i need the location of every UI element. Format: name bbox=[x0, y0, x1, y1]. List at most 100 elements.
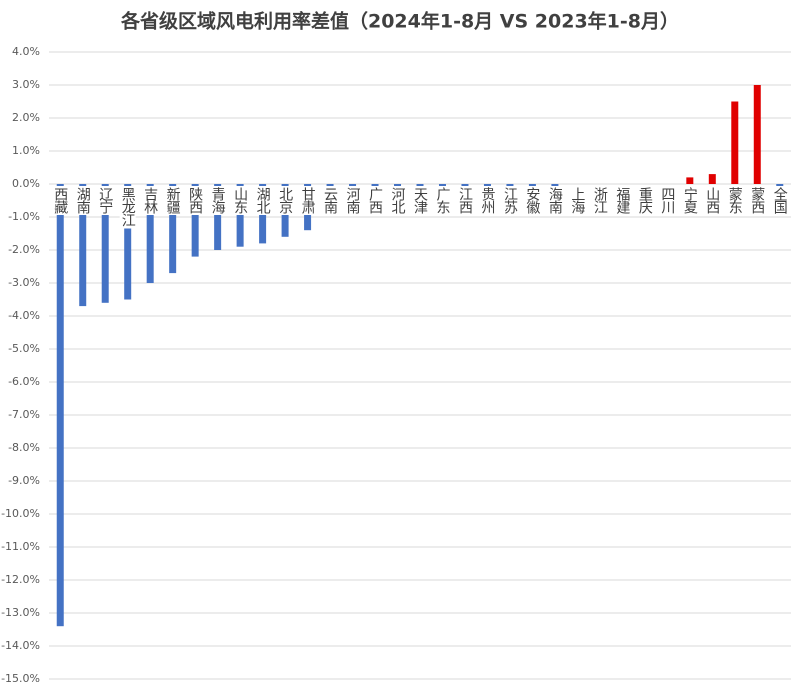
label-background bbox=[277, 186, 294, 215]
x-tick-label: 山东 bbox=[232, 187, 248, 214]
label-background bbox=[659, 186, 676, 215]
y-tick-label: -13.0% bbox=[1, 606, 40, 619]
y-tick-label: -9.0% bbox=[8, 474, 40, 487]
x-tick-label: 宁夏 bbox=[682, 186, 698, 214]
y-tick-label: 1.0% bbox=[12, 144, 40, 157]
bar bbox=[191, 184, 199, 257]
label-background bbox=[726, 186, 743, 215]
bar bbox=[236, 184, 244, 247]
x-tick-label: 黑龙江 bbox=[120, 187, 136, 227]
bar bbox=[124, 184, 132, 300]
x-tick-label: 河北 bbox=[390, 187, 406, 215]
label-background bbox=[209, 186, 226, 215]
x-tick-label: 江苏 bbox=[502, 187, 518, 215]
x-tick-label: 广东 bbox=[434, 187, 450, 214]
bar bbox=[686, 177, 694, 184]
label-background bbox=[74, 186, 91, 215]
x-tick-label: 辽宁 bbox=[97, 187, 113, 214]
label-background bbox=[681, 186, 698, 215]
x-tick-label: 河南 bbox=[345, 187, 361, 214]
y-tick-label: -2.0% bbox=[8, 243, 40, 256]
x-tick-label: 山西 bbox=[704, 187, 720, 214]
y-tick-label: 0.0% bbox=[12, 177, 40, 190]
x-tick-label: 上海 bbox=[569, 187, 585, 214]
x-tick-label: 陕西 bbox=[187, 187, 203, 214]
bar bbox=[169, 184, 177, 274]
y-tick-label: -6.0% bbox=[8, 375, 40, 388]
label-background bbox=[119, 186, 136, 229]
y-tick-label: -1.0% bbox=[8, 210, 40, 223]
y-tick-label: -11.0% bbox=[1, 540, 40, 553]
y-tick-label: 4.0% bbox=[12, 45, 40, 58]
label-background bbox=[232, 186, 249, 215]
bar bbox=[528, 184, 536, 188]
label-background bbox=[614, 186, 631, 215]
bar bbox=[483, 184, 491, 188]
label-background bbox=[456, 186, 473, 215]
x-tick-label: 浙江 bbox=[592, 187, 608, 214]
label-background bbox=[591, 186, 608, 215]
x-tick-label: 广西 bbox=[367, 187, 383, 214]
bar bbox=[731, 101, 739, 184]
x-tick-label: 蒙东 bbox=[727, 187, 743, 214]
y-tick-label: -7.0% bbox=[8, 408, 40, 421]
y-tick-label: -8.0% bbox=[8, 441, 40, 454]
x-tick-label: 贵州 bbox=[479, 187, 495, 214]
x-tick-label: 福建 bbox=[614, 187, 630, 215]
bar bbox=[214, 184, 222, 250]
y-tick-label: -15.0% bbox=[1, 672, 40, 685]
bar bbox=[79, 184, 87, 307]
bar bbox=[753, 85, 761, 184]
x-tick-label: 安徽 bbox=[524, 187, 540, 214]
y-tick-label: 2.0% bbox=[12, 111, 40, 124]
label-background bbox=[524, 186, 541, 215]
x-tick-label: 吉林 bbox=[142, 187, 158, 214]
x-tick-label: 西藏 bbox=[52, 187, 68, 214]
bar bbox=[708, 174, 716, 184]
label-background bbox=[569, 186, 586, 215]
label-background bbox=[479, 186, 496, 215]
y-tick-label: -5.0% bbox=[8, 342, 40, 355]
label-background bbox=[299, 186, 316, 215]
x-tick-label: 海南 bbox=[547, 187, 563, 214]
x-tick-label: 天津 bbox=[412, 187, 428, 214]
y-tick-label: 3.0% bbox=[12, 78, 40, 91]
x-tick-label: 北京 bbox=[277, 187, 293, 214]
label-background bbox=[97, 186, 114, 215]
bar bbox=[146, 184, 154, 283]
x-tick-label: 全国 bbox=[772, 186, 788, 214]
label-background bbox=[142, 186, 159, 215]
label-background bbox=[501, 186, 518, 215]
x-tick-label: 新疆 bbox=[165, 187, 181, 214]
x-tick-label: 湖南 bbox=[75, 187, 91, 214]
label-background bbox=[749, 186, 766, 215]
label-background bbox=[344, 186, 361, 215]
label-background bbox=[546, 186, 563, 215]
y-tick-label: -14.0% bbox=[1, 639, 40, 652]
x-tick-label: 四川 bbox=[659, 187, 675, 214]
label-background bbox=[322, 186, 339, 215]
y-tick-label: -10.0% bbox=[1, 507, 40, 520]
bar bbox=[506, 184, 514, 188]
label-background bbox=[164, 186, 181, 215]
x-tick-label: 青海 bbox=[210, 187, 226, 214]
label-background bbox=[187, 186, 204, 215]
label-background bbox=[389, 186, 406, 215]
bar bbox=[56, 184, 64, 627]
x-tick-label: 重庆 bbox=[637, 187, 653, 214]
bar bbox=[101, 184, 109, 303]
label-background bbox=[771, 186, 788, 215]
bar bbox=[551, 184, 559, 188]
x-tick-label: 甘肃 bbox=[300, 187, 316, 214]
label-background bbox=[434, 186, 451, 215]
label-background bbox=[254, 186, 271, 215]
label-background bbox=[52, 186, 69, 215]
y-tick-label: -3.0% bbox=[8, 276, 40, 289]
y-tick-label: -12.0% bbox=[1, 573, 40, 586]
x-tick-label: 湖北 bbox=[255, 187, 271, 215]
label-background bbox=[636, 186, 653, 215]
y-tick-label: -4.0% bbox=[8, 309, 40, 322]
x-tick-label: 云南 bbox=[322, 187, 338, 214]
label-background bbox=[367, 186, 384, 215]
